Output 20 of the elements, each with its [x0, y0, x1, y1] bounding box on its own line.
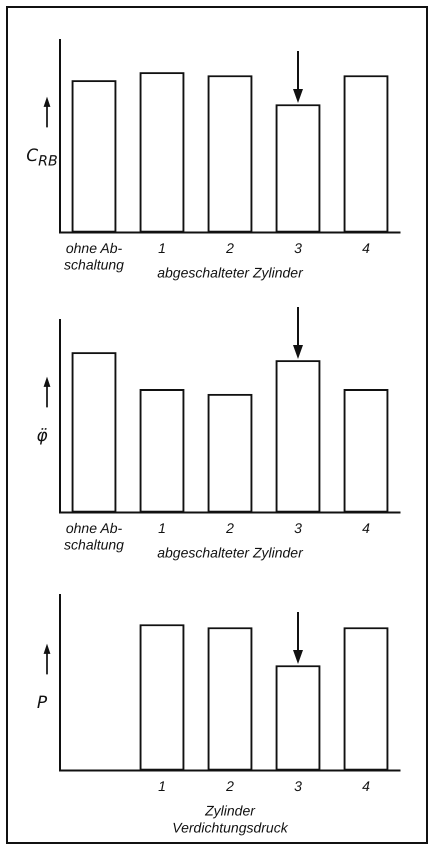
x-tick-label: 1 — [158, 240, 166, 256]
x-axis-title: Zylinder Verdichtungsdruck — [172, 802, 289, 836]
x-tick-label: 3 — [294, 778, 302, 794]
x-tick-label: ohne Ab- schaltung — [64, 520, 124, 553]
x-tick-label: 1 — [158, 520, 166, 536]
x-tick-label: 3 — [294, 520, 302, 536]
x-tick-label: 1 — [158, 778, 166, 794]
x-tick-label: 3 — [294, 240, 302, 256]
x-tick-label: 4 — [362, 778, 370, 794]
y-axis-title: C$_{RB}$ — [25, 146, 59, 170]
x-axis-title: abgeschalteter Zylinder — [157, 264, 304, 280]
x-tick-label: 4 — [362, 240, 370, 256]
x-axis-title: abgeschalteter Zylinder — [157, 544, 304, 560]
y-axis-title: P — [36, 692, 48, 713]
x-tick-label: 4 — [362, 520, 370, 536]
x-tick-label: 2 — [225, 520, 234, 536]
x-tick-label: ohne Ab- schaltung — [64, 240, 124, 273]
x-tick-label: 2 — [225, 240, 234, 256]
x-tick-label: 2 — [225, 778, 234, 794]
y-axis-title: φ̈ — [35, 426, 49, 446]
